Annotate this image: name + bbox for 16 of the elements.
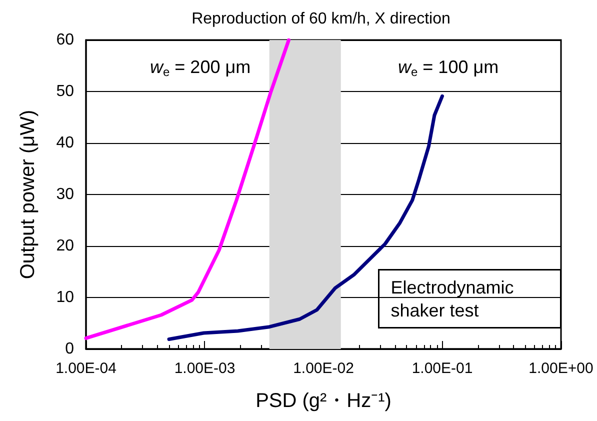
- x-axis-title: PSD (g²・Hz⁻¹): [256, 390, 392, 412]
- x-tick-label: 1.00E-03: [174, 360, 236, 377]
- y-tick-label: 30: [56, 186, 74, 203]
- x-tick-label: 1.00E+00: [528, 360, 594, 377]
- x-tick-label: 1.00E-04: [56, 360, 116, 377]
- y-tick-label: 20: [56, 238, 74, 254]
- x-tick-label: 1.00E-02: [293, 360, 354, 377]
- x-tick-label: 1.00E-01: [412, 360, 473, 377]
- y-tick-label: 60: [56, 32, 74, 48]
- y-tick-label: 0: [65, 340, 74, 358]
- y-tick-label: 40: [56, 134, 74, 152]
- annotation: Electrodynamic shaker test: [390, 277, 519, 320]
- chart-title: Reproduction of 60 km/h, X direction: [192, 10, 450, 28]
- y-axis-title: Output power (μW): [17, 110, 39, 280]
- y-tick-label: 10: [56, 289, 74, 306]
- y-tick-label: 50: [56, 83, 74, 100]
